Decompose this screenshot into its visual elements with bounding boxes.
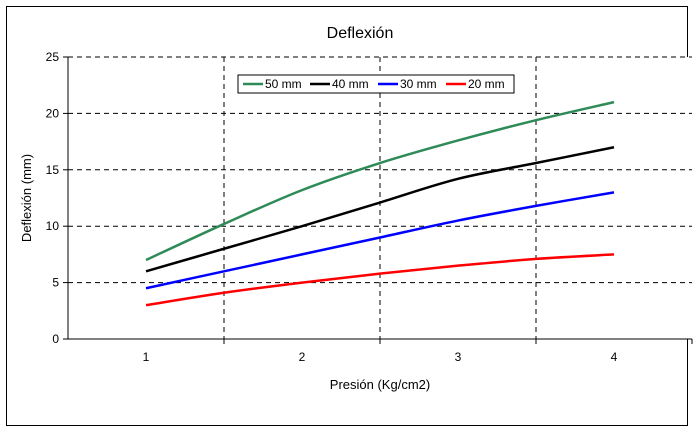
- legend-label: 50 mm: [265, 77, 302, 91]
- y-tick-label: 15: [46, 163, 60, 177]
- x-tick-label: 4: [611, 350, 618, 364]
- legend-box: [237, 74, 515, 94]
- y-tick-label: 5: [52, 276, 59, 290]
- x-tick-label: 2: [299, 350, 306, 364]
- x-tick-label: 1: [143, 350, 150, 364]
- plot-area: [68, 57, 692, 339]
- legend-label: 40 mm: [332, 77, 369, 91]
- legend: 50 mm 40 mm 30 mm 20 mm: [237, 74, 515, 94]
- y-tick-label: 0: [52, 332, 59, 346]
- series-layer: [145, 100, 615, 307]
- series-line-30-mm: [145, 191, 615, 290]
- chart-title: Deflexión: [327, 25, 394, 42]
- series-line-40-mm: [145, 146, 615, 273]
- legend-label: 30 mm: [400, 77, 437, 91]
- y-tick-label: 20: [46, 106, 60, 120]
- x-tick-label: 3: [455, 350, 462, 364]
- legend-label: 20 mm: [468, 77, 505, 91]
- axes-layer: 0 5 10 15 20 25 1 2 3 4: [46, 50, 693, 364]
- y-tick-label: 25: [46, 50, 60, 64]
- series-line-20-mm: [145, 253, 615, 307]
- x-axis-title: Presión (Kg/cm2): [330, 377, 430, 392]
- y-axis-title: Deflexión (mm): [19, 154, 34, 242]
- y-tick-label: 10: [46, 219, 60, 233]
- series-line-50-mm: [145, 100, 615, 262]
